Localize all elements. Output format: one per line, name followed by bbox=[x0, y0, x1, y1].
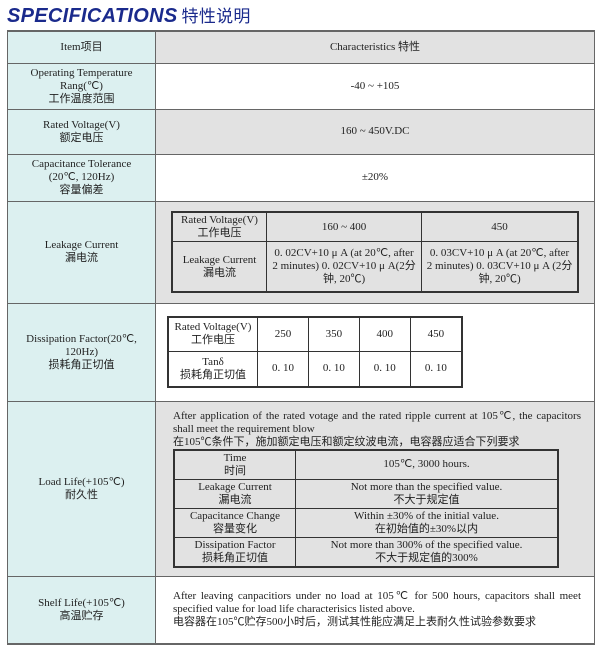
tan-value: 0. 10 bbox=[307, 350, 360, 388]
label-en: Shelf Life(+105℃) bbox=[38, 596, 125, 609]
specifications-table: Item项目 Characteristics 特性 Operating Temp… bbox=[7, 30, 595, 645]
cell-value-en: Not more than 300% of the specified valu… bbox=[330, 538, 523, 551]
label-cn: 额定电压 bbox=[59, 131, 104, 144]
col-450: 450 bbox=[421, 211, 579, 243]
label-cn: 容量偏差 bbox=[59, 184, 104, 196]
header-row: Item项目 Characteristics 特性 bbox=[7, 30, 595, 64]
label-en: Dissipation Factor(20℃, 120Hz) bbox=[26, 332, 137, 358]
voltage: 450 bbox=[409, 316, 463, 352]
lc-cn: 漏电流 bbox=[203, 266, 236, 279]
cell-en: Capacitance Change bbox=[189, 509, 281, 522]
page-title: SPECIFICATIONS 特性说明 bbox=[7, 2, 251, 28]
header-characteristics: Characteristics 特性 bbox=[155, 30, 595, 64]
load-row-dissipation: Dissipation Factor 损耗角正切值 Not more than 30… bbox=[173, 536, 559, 567]
cell-value-en: Not more than the specified value. bbox=[350, 480, 503, 493]
cell-value: 105℃, 3000 hours. bbox=[295, 449, 559, 480]
label-cn: 损耗角正切值 bbox=[48, 358, 115, 371]
load-life-table: Time 时间 105℃, 3000 hours. Leakage Current 漏… bbox=[173, 448, 559, 568]
label-cn: 高温贮存 bbox=[59, 609, 104, 622]
row-load-life: Load Life(+105℃) 耐久性 After application of… bbox=[7, 400, 595, 577]
voltage: 400 bbox=[358, 316, 411, 352]
cell-value-en: Within ±30% of the initial value. bbox=[354, 509, 499, 522]
cell-value-cn: 不大于规定值 bbox=[393, 493, 460, 506]
value: -40 ~ +105 bbox=[155, 62, 595, 110]
row-dissipation-factor: Dissipation Factor(20℃, 120Hz) 损耗角正切值 Rat… bbox=[7, 302, 595, 402]
label-en: Rated Voltage(V) bbox=[43, 118, 120, 131]
cell-en: Dissipation Factor bbox=[194, 538, 276, 551]
rv-cn: 工作电压 bbox=[191, 334, 235, 347]
tan-cn: 损耗角正切值 bbox=[180, 368, 246, 381]
rv-en: Rated Voltage(V) bbox=[174, 321, 252, 334]
title-cn: 特性说明 bbox=[181, 7, 251, 26]
shelf-text-cn: 电容器在105℃贮存500小时后，测试其性能应满足上表耐久性试验参数要求 bbox=[173, 616, 536, 629]
label-en2: (20℃, 120Hz) bbox=[48, 171, 115, 183]
row-capacitance-tolerance: Capacitance Tolerance (20℃, 120Hz) 容量偏差 ±2… bbox=[7, 153, 595, 202]
voltage: 350 bbox=[307, 316, 360, 352]
shelf-text-en: After leaving canpacitiors under no load… bbox=[173, 590, 581, 616]
cell-cn: 容量变化 bbox=[213, 522, 257, 535]
val-450: 0. 03CV+10 μ A (at 20℃, after 2 minutes)… bbox=[421, 241, 579, 293]
cell-cn: 时间 bbox=[224, 464, 246, 477]
val-160-400: 0. 02CV+10 μ A (at 20℃, after 2 minutes)… bbox=[265, 241, 423, 293]
load-row-leakage: Leakage Current 漏电流 Not more than the spec… bbox=[173, 478, 559, 509]
col-160-400: 160 ~ 400 bbox=[265, 211, 423, 243]
label-cn: 漏电流 bbox=[65, 252, 98, 264]
rv-en: Rated Voltage(V) bbox=[181, 214, 258, 227]
leakage-table: Rated Voltage(V) 工作电压 160 ~ 400 450 Leakag… bbox=[171, 211, 579, 293]
label-en: Leakage Current bbox=[44, 239, 119, 251]
cell-cn: 损耗角正切值 bbox=[202, 551, 268, 564]
value: ±20% bbox=[155, 153, 595, 202]
tan-en: Tanδ bbox=[202, 355, 224, 368]
intro-en: After application of the rated votage an… bbox=[173, 409, 581, 435]
cell-cn: 漏电流 bbox=[218, 493, 252, 506]
tan-value: 0. 10 bbox=[358, 350, 411, 388]
row-leakage-current: Leakage Current 漏电流 Rated Voltage(V) 工作电压 … bbox=[7, 200, 595, 304]
label-cn: 工作温度范围 bbox=[48, 92, 115, 105]
row-shelf-life: Shelf Life(+105℃) 高温贮存 After leaving canp… bbox=[7, 575, 595, 645]
load-row-time: Time 时间 105℃, 3000 hours. bbox=[173, 449, 559, 480]
load-row-capacitance: Capacitance Change 容量变化 Within ±30% of the… bbox=[173, 507, 559, 538]
voltage: 250 bbox=[257, 316, 309, 352]
header-item: Item项目 bbox=[7, 30, 156, 64]
cell-en: Leakage Current bbox=[198, 480, 272, 493]
title-en: SPECIFICATIONS bbox=[7, 5, 178, 27]
cell-value-cn: 不大于规定值的300% bbox=[375, 551, 478, 564]
lc-en: Leakage Current bbox=[182, 253, 257, 266]
tan-value: 0. 10 bbox=[409, 350, 463, 388]
label-cn: 耐久性 bbox=[65, 488, 98, 501]
label-en: Load Life(+105℃) bbox=[38, 475, 125, 488]
value: 160 ~ 450V.DC bbox=[155, 108, 595, 155]
intro-cn: 在105℃条件下，施加额定电压和额定纹波电流，电容器应适合下列要求 bbox=[173, 435, 520, 448]
dissipation-table: Rated Voltage(V) 工作电压 250 350 400 450 Tanδ 损耗… bbox=[167, 316, 463, 388]
row-rated-voltage: Rated Voltage(V) 额定电压 160 ~ 450V.DC bbox=[7, 108, 595, 155]
tan-value: 0. 10 bbox=[257, 350, 309, 388]
row-operating-temperature: Operating Temperature Rang(℃) 工作温度范围 -40 … bbox=[7, 62, 595, 110]
label-en: Capacitance Tolerance bbox=[31, 158, 132, 170]
label-en: Operating Temperature Rang(℃) bbox=[30, 66, 133, 92]
cell-en: Time bbox=[223, 451, 247, 464]
cell-value-cn: 在初始值的±30%以内 bbox=[374, 522, 479, 535]
rv-cn: 工作电压 bbox=[197, 227, 242, 240]
